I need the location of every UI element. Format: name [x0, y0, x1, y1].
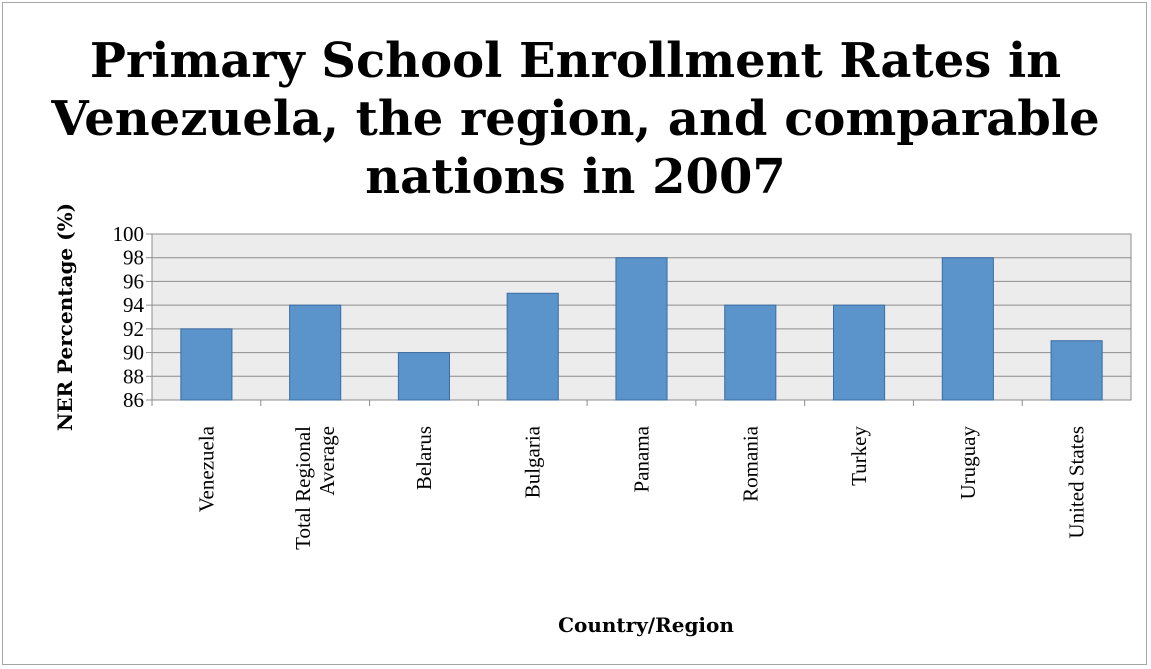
- bars: [180, 257, 1103, 401]
- x-axis-label: Country/Region: [558, 613, 734, 637]
- chart-title: Primary School Enrollment Rates in Venez…: [0, 32, 1151, 206]
- x-tick-label: Venezuela: [194, 425, 218, 512]
- x-tick-label: United States: [1065, 426, 1089, 539]
- y-tick-label: 88: [123, 364, 144, 388]
- x-tick-label: Uruguay: [956, 426, 980, 500]
- bar: [724, 304, 777, 401]
- bar: [832, 304, 886, 401]
- x-tick-label: Belarus: [412, 426, 436, 490]
- x-tick-label: Romania: [738, 425, 762, 501]
- y-tick-label: 92: [123, 317, 144, 341]
- x-tick-label: Turkey: [847, 426, 871, 486]
- x-tick-label: Panama: [630, 425, 654, 492]
- chart-title-line: Primary School Enrollment Rates in: [89, 33, 1062, 89]
- bar: [180, 328, 233, 401]
- y-tick-label: 100: [113, 222, 145, 246]
- bar: [289, 304, 342, 401]
- x-tick-labels: Venezuela Total RegionalAverage Belarus Bul…: [194, 425, 1088, 550]
- bar: [615, 257, 668, 401]
- chart-title-line: nations in 2007: [365, 149, 786, 205]
- y-tick-label: 86: [123, 388, 144, 412]
- y-tick-label: 90: [123, 341, 144, 365]
- bar: [941, 257, 994, 401]
- bar: [506, 292, 559, 401]
- x-tick-label: Total RegionalAverage: [291, 426, 339, 550]
- bar: [397, 352, 451, 401]
- x-tick-label: Bulgaria: [521, 425, 545, 498]
- y-axis-label: NER Percentage (%): [53, 203, 77, 431]
- y-tick-label: 96: [123, 269, 144, 293]
- bar: [1050, 340, 1103, 401]
- chart-title-line: Venezuela, the region, and comparable: [51, 91, 1100, 147]
- y-tick-label: 98: [123, 246, 144, 270]
- y-tick-label: 94: [123, 293, 145, 317]
